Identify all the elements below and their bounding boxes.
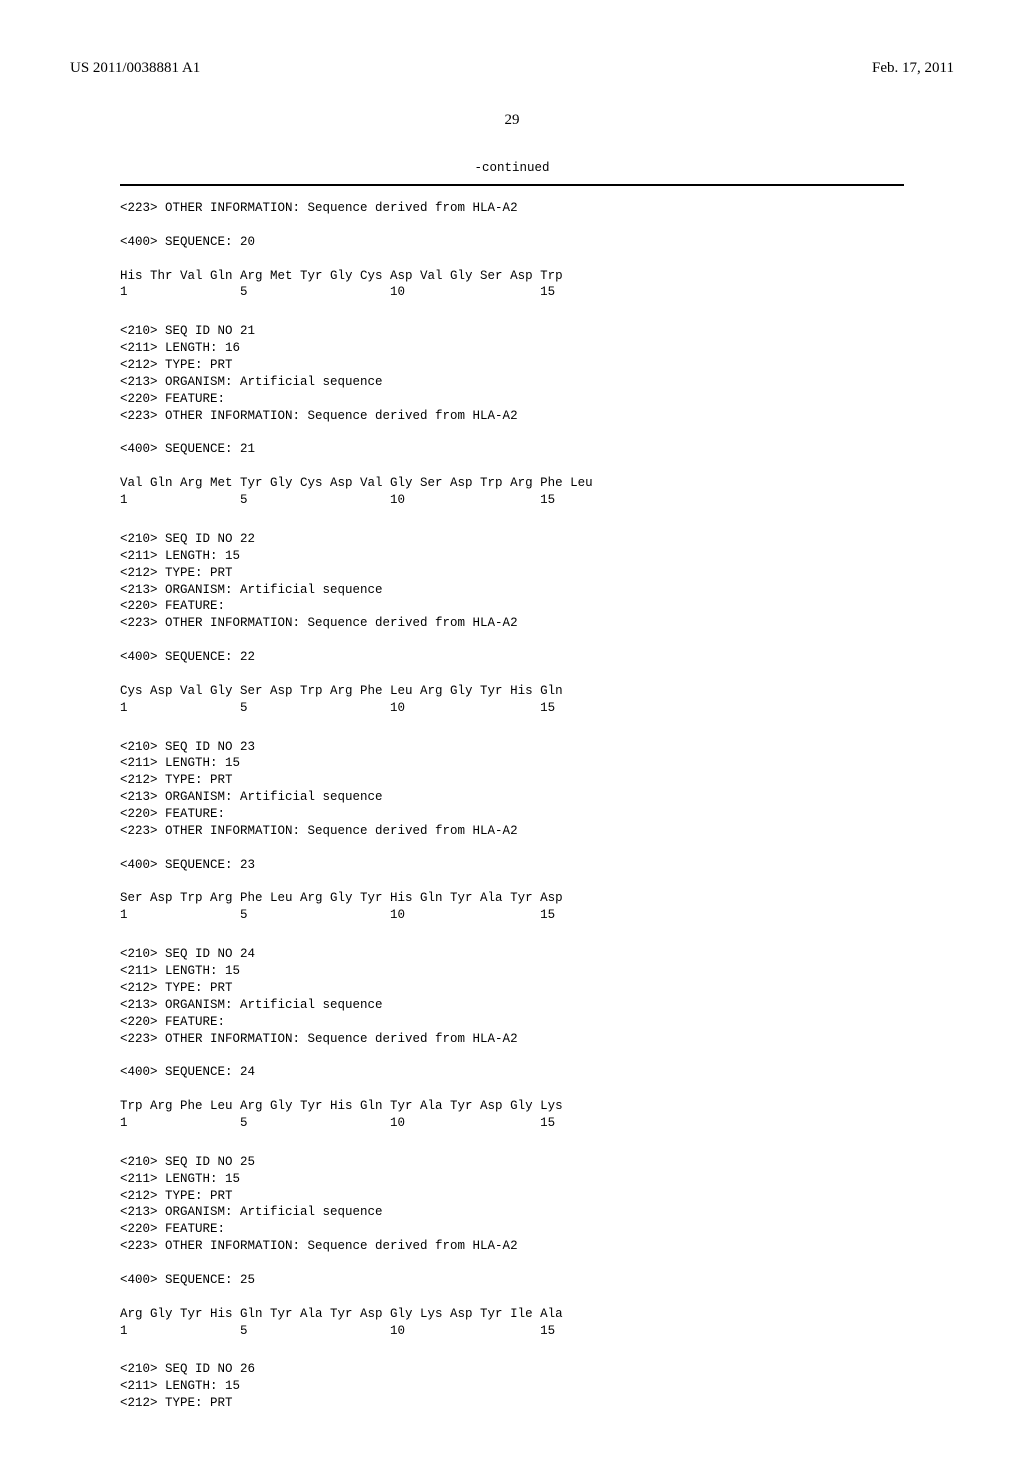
sequence-line: <223> OTHER INFORMATION: Sequence derive… [120,823,904,840]
sequence-line [120,425,904,442]
sequence-line [120,458,904,475]
sequence-line: 1 5 10 15 [120,907,904,924]
document-page: US 2011/0038881 A1 Feb. 17, 2011 29 -con… [0,0,1024,1474]
sequence-line: <210> SEQ ID NO 25 [120,1154,904,1171]
sequence-line: <211> LENGTH: 16 [120,340,904,357]
sequence-line: <210> SEQ ID NO 21 [120,323,904,340]
sequence-line: <220> FEATURE: [120,598,904,615]
sequence-line: <212> TYPE: PRT [120,565,904,582]
sequence-line: <210> SEQ ID NO 23 [120,739,904,756]
sequence-line: <223> OTHER INFORMATION: Sequence derive… [120,1238,904,1255]
sequence-line: Trp Arg Phe Leu Arg Gly Tyr His Gln Tyr … [120,1098,904,1115]
sequence-line: <213> ORGANISM: Artificial sequence [120,1204,904,1221]
sequence-line: <220> FEATURE: [120,1014,904,1031]
sequence-line [120,1081,904,1098]
sequence-line: <212> TYPE: PRT [120,980,904,997]
sequence-line: <211> LENGTH: 15 [120,1378,904,1395]
sequence-line: 1 5 10 15 [120,700,904,717]
sequence-line: <220> FEATURE: [120,1221,904,1238]
sequence-line [120,1047,904,1064]
sequence-line: <210> SEQ ID NO 24 [120,946,904,963]
sequence-block: <210> SEQ ID NO 24<211> LENGTH: 15<212> … [120,946,904,1132]
sequence-line: <211> LENGTH: 15 [120,963,904,980]
sequence-line [120,632,904,649]
sequence-line: <213> ORGANISM: Artificial sequence [120,374,904,391]
sequence-line: <211> LENGTH: 15 [120,548,904,565]
sequence-line: <223> OTHER INFORMATION: Sequence derive… [120,408,904,425]
sequence-line [120,251,904,268]
sequence-line: <213> ORGANISM: Artificial sequence [120,789,904,806]
sequence-line: <400> SEQUENCE: 22 [120,649,904,666]
sequence-line: <400> SEQUENCE: 20 [120,234,904,251]
sequence-line: 1 5 10 15 [120,1323,904,1340]
page-header: US 2011/0038881 A1 Feb. 17, 2011 [70,60,954,77]
sequence-block: <210> SEQ ID NO 25<211> LENGTH: 15<212> … [120,1154,904,1340]
sequence-line [120,840,904,857]
publication-id: US 2011/0038881 A1 [70,60,200,77]
sequence-line: 1 5 10 15 [120,284,904,301]
sequence-block: <210> SEQ ID NO 26<211> LENGTH: 15<212> … [120,1361,904,1412]
sequence-line: <212> TYPE: PRT [120,1188,904,1205]
horizontal-rule [120,184,904,186]
sequence-line: <220> FEATURE: [120,391,904,408]
page-number: 29 [70,112,954,129]
sequence-line: <212> TYPE: PRT [120,357,904,374]
sequence-block: <210> SEQ ID NO 23<211> LENGTH: 15<212> … [120,739,904,925]
continued-wrap: -continued [120,161,904,178]
sequence-line: <211> LENGTH: 15 [120,1171,904,1188]
sequence-line [120,666,904,683]
sequence-line [120,1255,904,1272]
sequence-line: <223> OTHER INFORMATION: Sequence derive… [120,1031,904,1048]
sequence-block: <210> SEQ ID NO 22<211> LENGTH: 15<212> … [120,531,904,717]
sequence-line: 1 5 10 15 [120,492,904,509]
sequence-line: <210> SEQ ID NO 22 [120,531,904,548]
sequence-line: Cys Asp Val Gly Ser Asp Trp Arg Phe Leu … [120,683,904,700]
sequence-block: <223> OTHER INFORMATION: Sequence derive… [120,200,904,301]
sequence-line: <213> ORGANISM: Artificial sequence [120,997,904,1014]
sequence-line: <400> SEQUENCE: 21 [120,441,904,458]
sequence-line: His Thr Val Gln Arg Met Tyr Gly Cys Asp … [120,268,904,285]
sequence-line: <223> OTHER INFORMATION: Sequence derive… [120,200,904,217]
sequence-line: <212> TYPE: PRT [120,772,904,789]
sequence-line [120,1289,904,1306]
sequence-line [120,217,904,234]
sequence-listing: <223> OTHER INFORMATION: Sequence derive… [120,200,904,1412]
sequence-line: Ser Asp Trp Arg Phe Leu Arg Gly Tyr His … [120,890,904,907]
publication-date: Feb. 17, 2011 [872,60,954,77]
sequence-line: <223> OTHER INFORMATION: Sequence derive… [120,615,904,632]
sequence-line: 1 5 10 15 [120,1115,904,1132]
sequence-line [120,874,904,891]
sequence-line: <400> SEQUENCE: 25 [120,1272,904,1289]
sequence-line: <212> TYPE: PRT [120,1395,904,1412]
sequence-line: Val Gln Arg Met Tyr Gly Cys Asp Val Gly … [120,475,904,492]
sequence-line: <400> SEQUENCE: 23 [120,857,904,874]
sequence-line: <213> ORGANISM: Artificial sequence [120,582,904,599]
sequence-line: <211> LENGTH: 15 [120,755,904,772]
continued-label: -continued [120,161,904,178]
sequence-line: <400> SEQUENCE: 24 [120,1064,904,1081]
sequence-line: <220> FEATURE: [120,806,904,823]
sequence-line: <210> SEQ ID NO 26 [120,1361,904,1378]
sequence-block: <210> SEQ ID NO 21<211> LENGTH: 16<212> … [120,323,904,509]
